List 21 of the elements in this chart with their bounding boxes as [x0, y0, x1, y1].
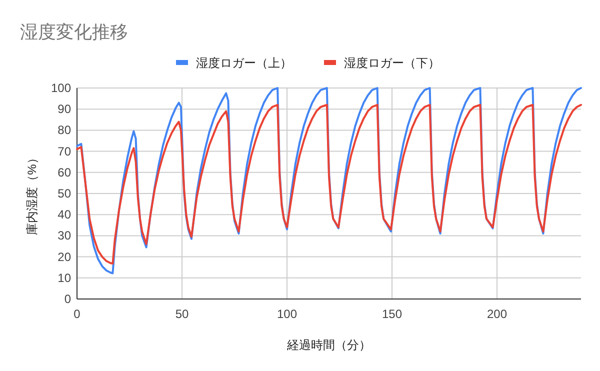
y-tick-label: 70 — [58, 144, 72, 158]
y-tick-label: 100 — [50, 81, 72, 95]
legend-label: 湿度ロガー（下） — [344, 56, 440, 70]
chart-title: 湿度変化推移 — [20, 22, 128, 42]
y-tick-label: 50 — [58, 186, 72, 200]
y-tick-label: 20 — [58, 250, 72, 264]
y-axis-title: 庫内湿度（%） — [25, 152, 39, 235]
y-tick-label: 0 — [64, 292, 72, 306]
x-tick-label: 50 — [175, 307, 189, 321]
y-tick-label: 90 — [58, 102, 72, 116]
y-tick-label: 60 — [58, 165, 72, 180]
x-tick-label: 150 — [382, 307, 402, 321]
y-tick-label: 80 — [58, 123, 72, 138]
x-tick-label: 100 — [276, 307, 298, 321]
x-axis-title: 経過時間（分） — [286, 338, 371, 352]
x-tick-label: 200 — [486, 307, 508, 321]
y-tick-label: 10 — [58, 270, 72, 285]
legend-label: 湿度ロガー（上） — [196, 56, 292, 70]
y-tick-label: 40 — [58, 208, 72, 222]
x-tick-label: 0 — [74, 307, 81, 321]
y-tick-label: 30 — [58, 228, 72, 243]
